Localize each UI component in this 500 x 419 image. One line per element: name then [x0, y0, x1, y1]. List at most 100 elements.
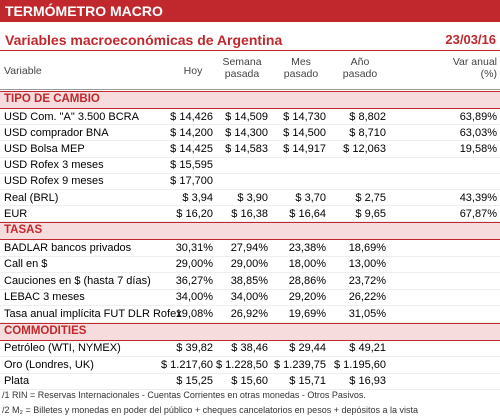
table-row	[0, 206, 500, 223]
divider	[0, 89, 500, 90]
cell: 43,39%	[459, 191, 497, 204]
table-row	[0, 190, 500, 207]
cell: $ 14,917	[283, 142, 326, 155]
cell: $ 14,583	[225, 142, 268, 155]
cell: 36,27%	[175, 274, 213, 287]
cell: 29,20%	[288, 291, 326, 304]
cell: $ 14,730	[283, 110, 326, 123]
cell: 13,00%	[348, 258, 386, 271]
table-row	[0, 174, 500, 190]
cell: $ 17,700	[170, 175, 213, 188]
row-label: USD Bolsa MEP	[4, 142, 85, 155]
cell: $ 14,509	[225, 110, 268, 123]
cell: 27,94%	[230, 241, 268, 254]
column-header: Semana pasada	[222, 56, 262, 80]
section-title: TASAS	[4, 224, 43, 237]
section-header	[0, 322, 500, 341]
cell: 31,05%	[348, 307, 386, 320]
row-label: Cauciones en $ (hasta 7 días)	[4, 274, 151, 287]
section-header	[0, 222, 500, 241]
cell: $ 16,38	[231, 207, 268, 220]
cell: $ 1.239,75	[274, 358, 326, 371]
row-label: BADLAR bancos privados	[4, 241, 132, 254]
cell: 29,00%	[175, 258, 213, 271]
table-row	[0, 306, 500, 323]
cell: $ 29,44	[289, 342, 326, 355]
column-header: Var anual (%)	[452, 56, 497, 80]
cell: $ 8,802	[349, 110, 386, 123]
cell: $ 15,25	[176, 375, 213, 388]
cell: $ 8,710	[349, 126, 386, 139]
cell: $ 39,82	[176, 342, 213, 355]
row-label: Plata	[4, 375, 30, 388]
row-label: Call en $	[4, 258, 48, 271]
table-row	[0, 240, 500, 257]
row-label: Petróleo (WTI, NYMEX)	[4, 342, 121, 355]
cell: 19,08%	[175, 307, 213, 320]
column-header: Hoy	[183, 65, 203, 77]
cell: $ 15,60	[231, 375, 268, 388]
cell: 29,00%	[230, 258, 268, 271]
cell: 26,92%	[230, 307, 268, 320]
column-header: Año pasado	[342, 56, 378, 80]
cell: $ 12,063	[343, 142, 386, 155]
cell: $ 15,71	[289, 375, 326, 388]
cell: 63,03%	[459, 126, 497, 139]
cell: $ 3,94	[182, 191, 213, 204]
cell: $ 14,426	[170, 110, 213, 123]
table-row	[0, 357, 500, 374]
cell: $ 14,500	[283, 126, 326, 139]
row-label: Real (BRL)	[4, 191, 59, 204]
row-label: USD Com. "A" 3.500 BCRA	[4, 110, 139, 123]
section-title: TIPO DE CAMBIO	[4, 93, 100, 105]
table-row	[0, 141, 500, 158]
row-label: Oro (Londres, UK)	[4, 358, 94, 371]
cell: $ 49,21	[349, 342, 386, 355]
row-label: Tasa anual implícita FUT DLR Rofex	[4, 307, 182, 320]
cell: $ 14,425	[170, 142, 213, 155]
cell: $ 3,70	[295, 191, 326, 204]
title: TERMÓMETRO MACRO	[5, 3, 163, 19]
table-row	[0, 290, 500, 307]
cell: 34,00%	[230, 291, 268, 304]
header-bar	[0, 0, 500, 22]
row-label: USD Rofex 3 meses	[4, 159, 104, 172]
table-row	[0, 374, 500, 391]
table-row	[0, 273, 500, 290]
cell: $ 2,75	[355, 191, 386, 204]
footnote: /1 RIN = Reservas Internacionales - Cuen…	[2, 390, 366, 400]
column-header: Mes pasado	[283, 56, 319, 80]
cell: $ 16,64	[289, 207, 326, 220]
table-row	[0, 341, 500, 358]
cell: $ 1.195,60	[334, 358, 386, 371]
cell: $ 1.228,50	[216, 358, 268, 371]
cell: 19,58%	[459, 142, 497, 155]
cell: 26,22%	[348, 291, 386, 304]
cell: 18,69%	[348, 241, 386, 254]
cell: 38,85%	[230, 274, 268, 287]
divider	[0, 50, 500, 51]
cell: $ 15,595	[170, 159, 213, 172]
cell: 19,69%	[288, 307, 326, 320]
cell: 63,89%	[459, 110, 497, 123]
cell: 34,00%	[175, 291, 213, 304]
table-row	[0, 125, 500, 142]
cell: $ 38,46	[231, 342, 268, 355]
cell: $ 16,93	[349, 375, 386, 388]
cell: $ 14,300	[225, 126, 268, 139]
column-header: Variable	[4, 65, 42, 77]
table-row	[0, 109, 500, 126]
cell: $ 14,200	[170, 126, 213, 139]
row-label: LEBAC 3 meses	[4, 291, 85, 304]
row-label: USD Rofex 9 meses	[4, 175, 104, 188]
cell: 18,00%	[288, 258, 326, 271]
footnote: /2 M₂ = Billetes y monedas en poder del …	[2, 405, 418, 415]
cell: 67,87%	[459, 207, 497, 220]
cell: $ 1.217,60	[161, 358, 213, 371]
subtitle: Variables macroeconómicas de Argentina	[5, 32, 283, 48]
date: 23/03/16	[445, 32, 496, 47]
section-header	[0, 91, 500, 109]
table-row	[0, 158, 500, 174]
table-row	[0, 257, 500, 274]
